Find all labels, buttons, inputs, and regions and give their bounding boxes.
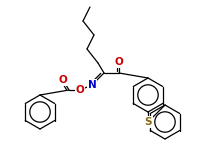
Text: S: S [144, 117, 152, 127]
Text: O: O [76, 85, 84, 95]
Text: N: N [88, 80, 96, 90]
Text: O: O [115, 57, 123, 67]
Text: O: O [59, 75, 67, 85]
